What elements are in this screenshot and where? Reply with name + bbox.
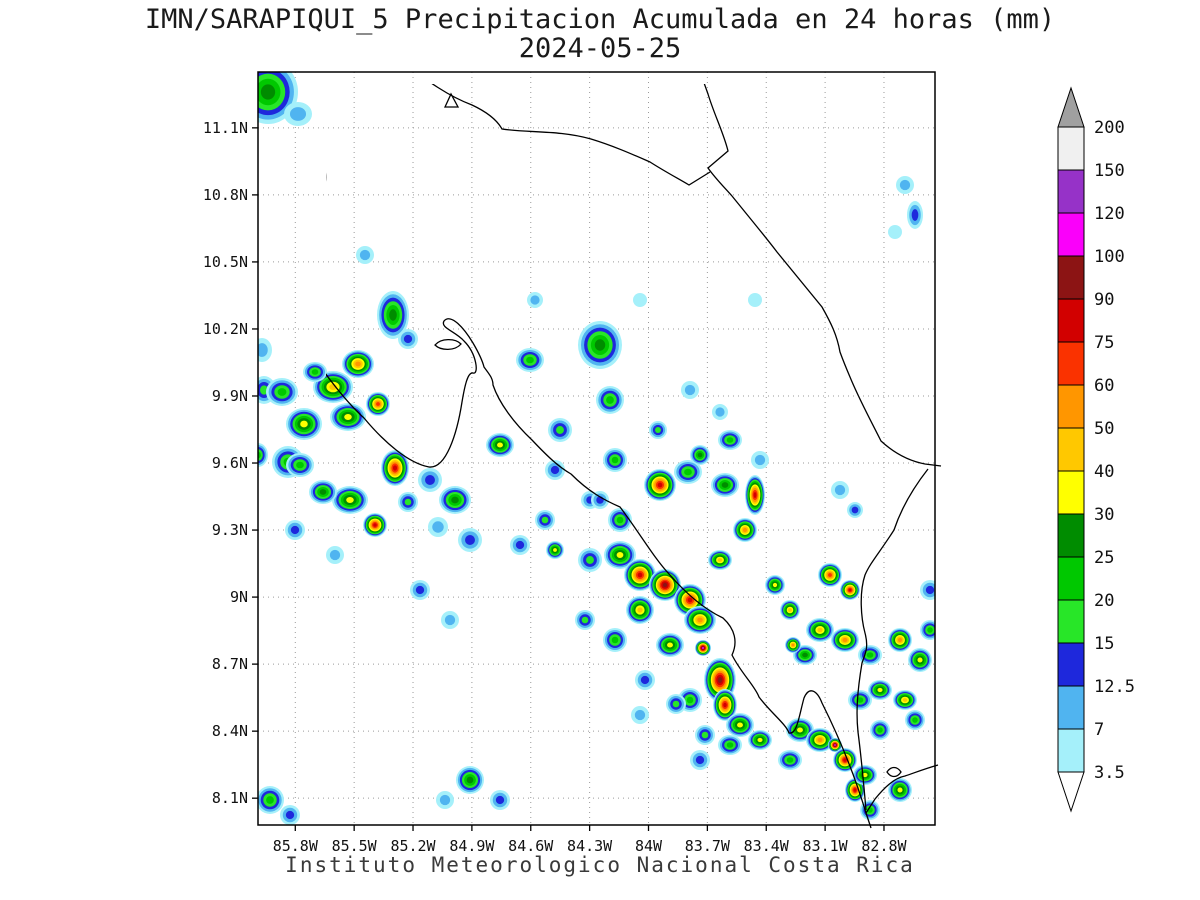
plot-title: IMN/SARAPIQUI_5 Precipitacion Acumulada …	[144, 4, 1056, 35]
colorbar-band	[1057, 642, 1085, 687]
y-tick-label: 10.2N	[203, 320, 248, 338]
x-tick-label: 84.3W	[567, 837, 613, 855]
colorbar-tick-label: 120	[1094, 204, 1125, 224]
colorbar: 200 150 120 100 90 75 60 50 40 30 25 20 15 12.5 7 3.5	[1057, 86, 1135, 813]
colorbar-band	[1057, 470, 1085, 515]
footer-caption: Instituto Meteorologico Nacional Costa R…	[285, 853, 915, 877]
colorbar-band	[1057, 298, 1085, 343]
precipitation-map: 11.1N 10.8N 10.5N 10.2N 9.9N 9.6N 9.3N 9N 8.7N 8.…	[203, 71, 942, 855]
colorbar-band	[1057, 728, 1085, 773]
y-tick-label: 10.8N	[203, 186, 248, 204]
colorbar-band	[1057, 513, 1085, 558]
colorbar-tick-label: 75	[1094, 333, 1114, 353]
colorbar-over-arrow	[1057, 86, 1085, 128]
colorbar-band	[1057, 599, 1085, 644]
y-tick-label: 9.9N	[212, 387, 248, 405]
x-tick-label: 84.9W	[449, 837, 495, 855]
colorbar-under-arrow	[1057, 771, 1085, 813]
colorbar-tick-label: 200	[1094, 118, 1125, 138]
y-tick-label: 9N	[230, 588, 248, 606]
colorbar-band	[1057, 685, 1085, 730]
y-tick-label: 11.1N	[203, 119, 248, 137]
plot-date: 2024-05-25	[518, 33, 682, 64]
x-tick-label: 84W	[635, 837, 663, 855]
colorbar-tick-label: 50	[1094, 419, 1114, 439]
colorbar-tick-label: 12.5	[1094, 677, 1135, 697]
colorbar-tick-label: 20	[1094, 591, 1114, 611]
coastline-layer	[326, 84, 942, 829]
x-tick-label: 85.2W	[390, 837, 436, 855]
colorbar-tick-label: 60	[1094, 376, 1114, 396]
colorbar-band	[1057, 384, 1085, 429]
x-tick-label: 84.6W	[508, 837, 554, 855]
y-tick-label: 8.7N	[212, 655, 248, 673]
colorbar-tick-label: 150	[1094, 161, 1125, 181]
axis-labels: 11.1N 10.8N 10.5N 10.2N 9.9N 9.6N 9.3N 9N 8.7N 8.…	[203, 119, 908, 855]
y-tick-label: 9.3N	[212, 521, 248, 539]
y-tick-label: 9.6N	[212, 454, 248, 472]
colorbar-tick-label: 30	[1094, 505, 1114, 525]
colorbar-tick-label: 100	[1094, 247, 1125, 267]
y-tick-label: 8.4N	[212, 722, 248, 740]
colorbar-tick-label: 7	[1094, 720, 1104, 740]
colorbar-band	[1057, 212, 1085, 257]
colorbar-tick-label: 40	[1094, 462, 1114, 482]
map-frame	[257, 71, 936, 826]
x-tick-label: 85.5W	[332, 837, 378, 855]
colorbar-tick-label: 25	[1094, 548, 1114, 568]
colorbar-band	[1057, 169, 1085, 214]
colorbar-band	[1057, 255, 1085, 300]
colorbar-band	[1057, 556, 1085, 601]
y-tick-label: 8.1N	[212, 789, 248, 807]
x-tick-label: 82.8W	[861, 837, 907, 855]
grid-layer	[258, 72, 935, 825]
x-tick-label: 83.4W	[744, 837, 790, 855]
x-tick-label: 85.8W	[273, 837, 319, 855]
x-tick-label: 83.1W	[803, 837, 849, 855]
colorbar-tick-label: 15	[1094, 634, 1114, 654]
colorbar-band	[1057, 427, 1085, 472]
colorbar-tick-label: 3.5	[1094, 763, 1125, 783]
colorbar-band	[1057, 341, 1085, 386]
precipitation-layer	[258, 72, 935, 825]
colorbar-band	[1057, 126, 1085, 171]
x-tick-label: 83.7W	[685, 837, 731, 855]
colorbar-tick-label: 90	[1094, 290, 1114, 310]
colorbar-scale: 200 150 120 100 90 75 60 50 40 30 25 20 15 12.5 7 3.5	[1057, 86, 1135, 813]
y-tick-label: 10.5N	[203, 253, 248, 271]
